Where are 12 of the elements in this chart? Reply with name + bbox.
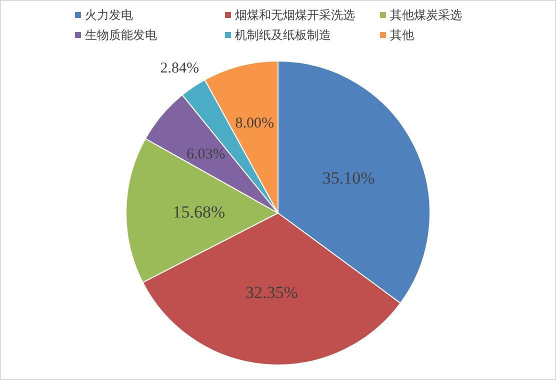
- data-label: 32.35%: [245, 282, 298, 302]
- legend-label: 其他煤炭采选: [390, 8, 462, 22]
- legend-label: 机制纸及纸板制造: [235, 28, 331, 42]
- data-label: 2.84%: [160, 60, 200, 77]
- legend-label: 火力发电: [85, 8, 133, 22]
- data-label: 8.00%: [235, 116, 274, 132]
- legend-label: 生物质能发电: [85, 28, 157, 42]
- data-label: 15.68%: [172, 202, 226, 222]
- data-label: 6.03%: [186, 146, 226, 162]
- legend-label: 烟煤和无烟煤开采洗选: [235, 8, 355, 22]
- data-label: 35.10%: [322, 168, 375, 188]
- legend-label: 其他: [390, 28, 414, 42]
